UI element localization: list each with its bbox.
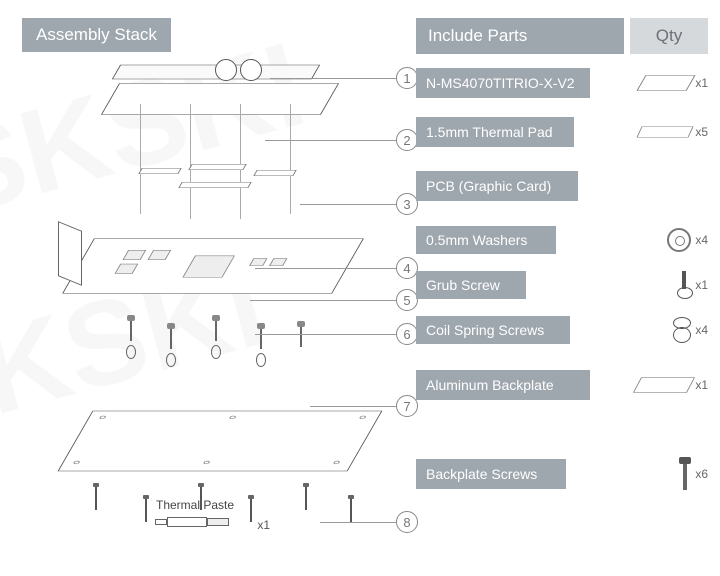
screw-set xyxy=(120,311,350,391)
waterblock-icon xyxy=(637,75,696,91)
part-qty: x5 xyxy=(695,125,708,139)
waterblock-port xyxy=(215,59,237,81)
parts-column: Include Parts Qty N-MS4070TITRIO-X-V2 x1… xyxy=(416,18,708,502)
backplate-icon xyxy=(633,377,695,392)
part-label: Coil Spring Screws xyxy=(416,316,570,344)
part-label: 1.5mm Thermal Pad xyxy=(416,117,574,147)
leader-line xyxy=(300,204,396,205)
leader-line xyxy=(255,334,396,335)
part-row-7: Aluminum Backplate x1 xyxy=(416,357,708,413)
guide-line xyxy=(290,104,291,214)
backplate-outline xyxy=(58,411,383,472)
part-label: Grub Screw xyxy=(416,271,526,299)
part-qty: x1 xyxy=(695,378,708,392)
part-qty: x4 xyxy=(695,233,708,247)
leader-line xyxy=(320,522,396,523)
callout-number: 6 xyxy=(396,323,418,345)
leader-line xyxy=(250,300,396,301)
guide-line xyxy=(140,104,141,214)
callout-number: 3 xyxy=(396,193,418,215)
exploded-diagram xyxy=(30,56,400,556)
parts-header: Include Parts Qty xyxy=(416,18,708,54)
coil-spring-icon xyxy=(671,317,691,343)
callout-number: 1 xyxy=(396,67,418,89)
part-label: Aluminum Backplate xyxy=(416,370,590,400)
title-badge: Assembly Stack xyxy=(22,18,171,52)
syringe-icon xyxy=(155,515,235,529)
thermal-paste-label: Thermal Paste xyxy=(110,498,280,512)
header-qty: Qty xyxy=(630,18,708,54)
callout-number: 5 xyxy=(396,289,418,311)
pcb-outline xyxy=(62,239,364,294)
part-row-2: 1.5mm Thermal Pad x5 xyxy=(416,111,708,153)
thermal-pad-row xyxy=(140,161,340,191)
grub-screw-icon xyxy=(677,271,691,299)
leader-line xyxy=(270,78,396,79)
io-bracket xyxy=(58,221,82,286)
part-qty: x6 xyxy=(695,467,708,481)
part-label: 0.5mm Washers xyxy=(416,226,556,254)
waterblock-body xyxy=(101,83,339,115)
thermal-pad-icon xyxy=(637,127,694,138)
leader-line xyxy=(310,406,396,407)
screw-icon xyxy=(679,457,691,491)
callout-number: 7 xyxy=(396,395,418,417)
part-qty: x1 xyxy=(695,278,708,292)
part-label: N-MS4070TITRIO-X-V2 xyxy=(416,68,590,98)
callout-number: 4 xyxy=(396,257,418,279)
part-row-5: Grub Screw x1 xyxy=(416,264,708,306)
thermal-paste-qty: x1 xyxy=(257,518,270,532)
part-row-3: PCB (Graphic Card) xyxy=(416,160,708,212)
part-row-1: N-MS4070TITRIO-X-V2 x1 xyxy=(416,62,708,104)
washer-icon xyxy=(667,228,691,252)
leader-line xyxy=(265,140,396,141)
callout-number: 8 xyxy=(396,511,418,533)
part-label: PCB (Graphic Card) xyxy=(416,171,578,201)
part-row-4: 0.5mm Washers x4 xyxy=(416,219,708,261)
part-label: Backplate Screws xyxy=(416,459,566,489)
part-row-8: Backplate Screws x6 xyxy=(416,453,708,495)
header-include-parts: Include Parts xyxy=(416,18,624,54)
waterblock-port xyxy=(240,59,262,81)
thermal-paste-callout: Thermal Paste x1 xyxy=(110,498,280,548)
part-qty: x1 xyxy=(695,76,708,90)
callout-number: 2 xyxy=(396,129,418,151)
part-qty: x4 xyxy=(695,323,708,337)
leader-line xyxy=(255,268,396,269)
part-row-6: Coil Spring Screws x4 xyxy=(416,309,708,351)
